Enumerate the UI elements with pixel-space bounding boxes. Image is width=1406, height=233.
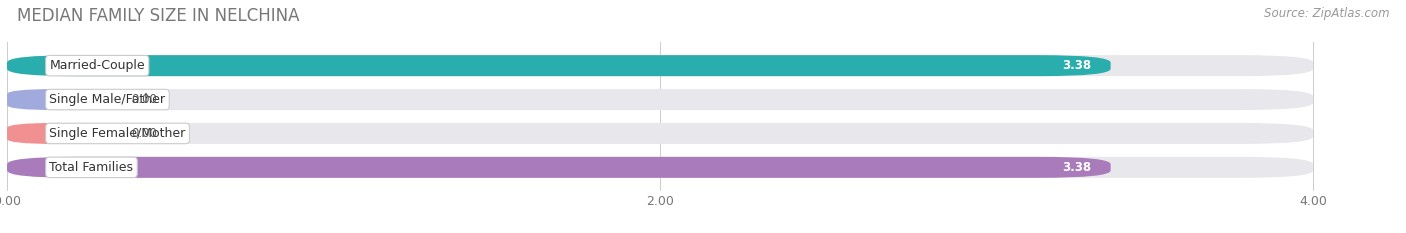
Text: 0.00: 0.00 xyxy=(131,93,157,106)
FancyBboxPatch shape xyxy=(7,89,1313,110)
Text: 3.38: 3.38 xyxy=(1062,59,1091,72)
FancyBboxPatch shape xyxy=(7,89,105,110)
FancyBboxPatch shape xyxy=(7,157,1111,178)
Text: MEDIAN FAMILY SIZE IN NELCHINA: MEDIAN FAMILY SIZE IN NELCHINA xyxy=(17,7,299,25)
Text: Total Families: Total Families xyxy=(49,161,134,174)
FancyBboxPatch shape xyxy=(7,123,1313,144)
FancyBboxPatch shape xyxy=(7,55,1111,76)
Text: Married-Couple: Married-Couple xyxy=(49,59,145,72)
Text: 3.38: 3.38 xyxy=(1062,161,1091,174)
FancyBboxPatch shape xyxy=(7,123,105,144)
FancyBboxPatch shape xyxy=(7,55,1313,76)
Text: Single Male/Father: Single Male/Father xyxy=(49,93,166,106)
Text: Source: ZipAtlas.com: Source: ZipAtlas.com xyxy=(1264,7,1389,20)
FancyBboxPatch shape xyxy=(7,157,1313,178)
Text: 0.00: 0.00 xyxy=(131,127,157,140)
Text: Single Female/Mother: Single Female/Mother xyxy=(49,127,186,140)
